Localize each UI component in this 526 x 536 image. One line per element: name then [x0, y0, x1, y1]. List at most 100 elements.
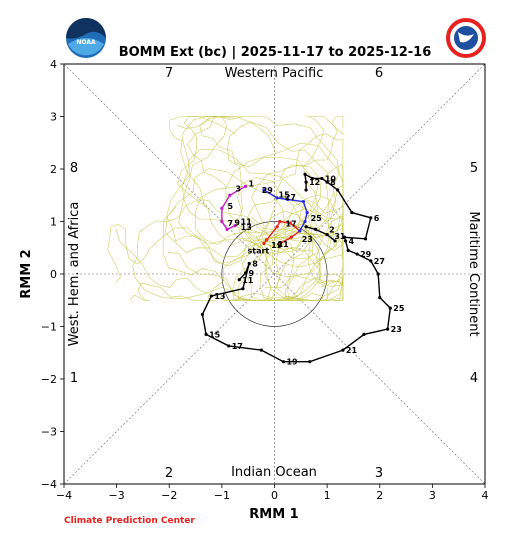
- forecast-day-label: 15: [279, 191, 291, 200]
- day-labels: 1198131517192123252729468101223119211723…: [209, 174, 405, 366]
- ensemble-member-line: [181, 148, 344, 238]
- forecast-red-line-point: [278, 241, 282, 246]
- x-tick-label: 3: [429, 489, 436, 502]
- x-tick-label: −1: [214, 489, 230, 502]
- observed-tail-line-point: [304, 225, 308, 229]
- forecast-red-line-point: [265, 238, 269, 242]
- x-tick-label: −2: [161, 489, 177, 502]
- forecast-blue-line-point: [298, 229, 302, 233]
- forecast-red-line-point: [289, 235, 293, 239]
- ensemble-member-line: [164, 168, 287, 267]
- phase-guides: [63, 63, 486, 485]
- ensemble-member-line: [263, 182, 344, 287]
- ensemble-spaghetti: [107, 116, 344, 301]
- y-tick-label: −3: [41, 426, 57, 439]
- ensemble-member-line: [132, 199, 262, 299]
- observed-tail-line-point: [313, 227, 318, 231]
- phase-2: 2: [165, 466, 173, 481]
- observed-line-point: [363, 237, 368, 241]
- observed-line-point: [336, 188, 340, 192]
- forecast-day-label: 5: [228, 202, 234, 211]
- x-axis-label: RMM 1: [249, 507, 298, 522]
- phase-7: 7: [165, 66, 173, 81]
- observed-day-label: 8: [330, 178, 336, 187]
- phase-1: 1: [70, 371, 78, 386]
- observed-line-point: [388, 306, 392, 310]
- x-tick-label: 1: [324, 489, 331, 502]
- trajectory-lines: [200, 172, 392, 364]
- forecast-red-line-point: [275, 225, 279, 229]
- observed-day-label: 19: [286, 358, 298, 367]
- ensemble-member-line: [260, 210, 341, 301]
- forecast-red-line-point: [262, 241, 266, 246]
- observed-line-point: [342, 235, 347, 239]
- forecast-blue-line-point: [262, 188, 266, 192]
- observed-line-point: [320, 176, 324, 181]
- ensemble-member-line: [199, 116, 319, 254]
- forecast-day-label: 1: [249, 180, 255, 189]
- phase-6: 6: [375, 66, 383, 81]
- y-tick-label: −4: [41, 478, 57, 491]
- forecast-blue-line-point: [305, 210, 309, 215]
- observed-day-label: 21: [346, 346, 358, 355]
- observed-line-point: [369, 259, 373, 263]
- observed-tail-line-point: [325, 233, 329, 237]
- forecast-day-label: 11: [241, 218, 253, 227]
- observed-line-point: [369, 216, 373, 220]
- forecast-day-label: 23: [302, 235, 313, 244]
- forecast-day-label: 3: [235, 184, 241, 193]
- observed-day-label: 17: [232, 342, 243, 351]
- forecast-magenta-line-point: [243, 184, 248, 188]
- observed-day-label: 11: [242, 276, 254, 285]
- observed-line-point: [259, 348, 263, 352]
- forecast-magenta-line-point: [220, 206, 224, 210]
- x-tick-label: 0: [271, 489, 278, 502]
- observed-line: [201, 173, 392, 363]
- observed-line-point: [304, 180, 308, 184]
- region-right: Maritime Continent: [466, 211, 481, 336]
- ensemble-member-line: [251, 116, 344, 243]
- observed-line-point: [241, 287, 245, 291]
- forecast-day-label: 19: [271, 241, 283, 250]
- noaa-logo: NOAA: [66, 18, 106, 58]
- observed-day-label: 31: [334, 232, 346, 241]
- y-axis-label: RMM 2: [19, 249, 34, 298]
- y-tick-label: 4: [50, 58, 57, 71]
- observed-line-point: [303, 172, 307, 176]
- forecast-day-label: 17: [285, 220, 296, 229]
- credit-text: Climate Prediction Center: [64, 516, 195, 526]
- observed-line-point: [343, 239, 348, 243]
- forecast-magenta-line-point: [228, 193, 232, 197]
- observed-day-label: 6: [374, 214, 380, 223]
- observed-day-label: 13: [214, 292, 225, 301]
- observed-line-point: [308, 360, 312, 364]
- ensemble-member-line: [180, 116, 272, 236]
- forecast-day-label: 25: [311, 214, 323, 223]
- observed-line-point: [362, 332, 366, 336]
- forecast-red-line-point: [278, 219, 282, 224]
- observed-line-point: [237, 278, 241, 282]
- phase-3: 3: [375, 466, 383, 481]
- observed-line-point: [355, 252, 359, 256]
- observed-line-point: [310, 176, 314, 181]
- observed-line-point: [209, 294, 213, 298]
- region-left: West. Hem. and Africa: [67, 202, 82, 347]
- ensemble-member-line: [227, 121, 336, 247]
- observed-day-label: 10: [325, 174, 337, 183]
- observed-day-label: 2: [329, 225, 335, 234]
- forecast-blue-line-point: [286, 197, 290, 202]
- observed-line-point: [346, 248, 350, 252]
- observed-day-label: 12: [309, 178, 320, 187]
- observed-line-point: [243, 271, 248, 275]
- forecast-day-label: 27: [285, 193, 296, 202]
- forecast-day-label: start: [248, 246, 270, 255]
- forecast-blue-line-point: [301, 199, 306, 204]
- forecast-day-label: 21: [278, 240, 290, 249]
- forecast-day-label: 13: [241, 223, 252, 232]
- observed-line-point: [378, 296, 382, 300]
- ensemble-member-line: [268, 116, 344, 259]
- observed-line-point: [247, 261, 251, 266]
- ensemble-member-line: [230, 229, 328, 301]
